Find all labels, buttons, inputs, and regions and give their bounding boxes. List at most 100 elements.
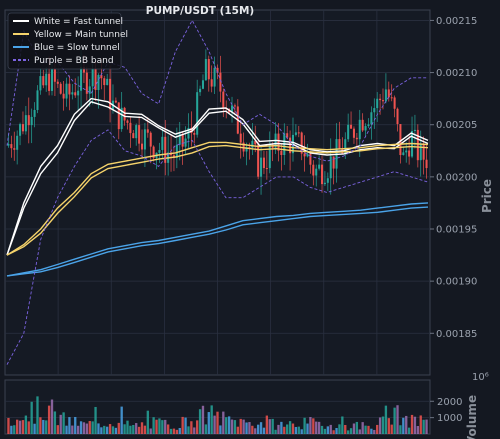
volume-bar xyxy=(135,423,138,434)
volume-bar xyxy=(352,423,356,434)
volume-bar xyxy=(422,419,425,434)
volume-bar xyxy=(416,426,419,434)
volume-bar xyxy=(378,417,382,434)
volume-bar xyxy=(300,429,303,434)
volume-bar xyxy=(155,419,158,434)
candle-body xyxy=(71,92,74,95)
candle-body xyxy=(199,88,202,93)
volume-bars xyxy=(7,396,428,434)
legend-entry: Yellow = Main tunnel xyxy=(33,30,128,40)
candle-body xyxy=(280,150,283,156)
candle-body xyxy=(30,116,33,126)
volume-bar xyxy=(97,423,100,434)
candle-body xyxy=(106,78,109,86)
volume-bar xyxy=(361,422,364,434)
candle-body xyxy=(222,91,225,108)
candle-body xyxy=(289,137,292,154)
volume-bar xyxy=(210,405,213,434)
price-panel: 0.00185 0.00190 0.00195 0.00200 0.00205 0.002… xyxy=(4,9,477,376)
price-y-ticks: 0.00185 0.00190 0.00195 0.00200 0.00205 0.002… xyxy=(430,16,477,340)
candle-body xyxy=(286,133,289,138)
candle-body xyxy=(193,133,196,135)
y-tick-label: 0.00205 xyxy=(436,120,477,131)
candle-body xyxy=(260,157,263,177)
series-line-purple-2 xyxy=(6,129,429,365)
volume-bar xyxy=(393,407,396,434)
volume-bar xyxy=(7,417,10,434)
candle-body xyxy=(265,168,268,170)
candle-body xyxy=(373,108,376,113)
volume-bar xyxy=(100,427,103,434)
candle-body xyxy=(355,137,358,140)
candle-body xyxy=(120,107,123,130)
candle-body xyxy=(146,129,149,133)
candle-body xyxy=(396,108,399,125)
volume-bar xyxy=(259,422,263,434)
series-line-yellow-2 xyxy=(6,144,429,256)
candle-body xyxy=(85,72,88,94)
candle-body xyxy=(45,73,48,86)
volume-bar xyxy=(274,429,277,434)
volume-bar xyxy=(230,419,234,434)
volume-bar xyxy=(152,417,155,434)
candle-body xyxy=(152,146,155,158)
y-tick-label: 0.00210 xyxy=(436,68,477,79)
candle-body xyxy=(36,90,39,110)
candle-body xyxy=(262,157,265,169)
volume-bar xyxy=(341,416,344,434)
volume-axis-label: Volume xyxy=(465,395,479,439)
candle-body xyxy=(97,74,100,91)
volume-bar xyxy=(358,429,361,434)
candle-body xyxy=(277,133,280,151)
candle-body xyxy=(387,89,390,98)
volume-bar xyxy=(265,415,269,434)
series-line-blue-2 xyxy=(6,206,429,277)
volume-bar xyxy=(370,428,373,434)
candle-body xyxy=(364,126,367,131)
candle-body xyxy=(187,127,190,139)
legend-entry: White = Fast tunnel xyxy=(34,17,123,27)
volume-bar xyxy=(123,424,126,434)
volume-bar xyxy=(30,401,33,434)
candle-body xyxy=(74,92,77,96)
candle-body xyxy=(408,150,411,157)
candle-body xyxy=(65,83,68,99)
candle-body xyxy=(201,80,204,89)
volume-bar xyxy=(425,419,428,434)
candle-body xyxy=(425,159,428,169)
candle-body xyxy=(405,150,408,153)
candle-body xyxy=(257,144,260,177)
candle-body xyxy=(306,153,309,157)
volume-bar xyxy=(216,411,219,434)
candle-body xyxy=(103,78,106,86)
volume-bar xyxy=(294,426,298,434)
candle-body xyxy=(210,79,213,87)
volume-bar xyxy=(355,421,359,434)
volume-bar xyxy=(219,425,222,434)
candle-body xyxy=(338,139,341,149)
volume-bar xyxy=(161,420,164,434)
volume-bar xyxy=(242,419,245,434)
volume-bar xyxy=(204,424,208,434)
volume-bar xyxy=(45,420,48,434)
candle-body xyxy=(297,132,300,134)
candle-body xyxy=(140,143,144,150)
volume-bar xyxy=(140,422,144,434)
candle-body xyxy=(42,76,45,86)
candle-body xyxy=(7,144,10,146)
y-tick-label: 0.00200 xyxy=(436,172,477,183)
candle-body xyxy=(56,81,59,84)
volume-bar xyxy=(419,415,422,434)
volume-bar xyxy=(320,425,324,434)
candle-body xyxy=(318,164,321,169)
series-line-purple-1 xyxy=(6,19,428,162)
volume-bar xyxy=(56,425,59,434)
volume-bar xyxy=(164,419,167,434)
volume-bar xyxy=(225,417,228,434)
volume-bar xyxy=(271,418,274,434)
candle-body xyxy=(248,147,251,149)
candle-body xyxy=(178,133,181,145)
volume-y-ticks: 1000 2000 xyxy=(430,397,462,424)
candle-body xyxy=(245,147,248,152)
